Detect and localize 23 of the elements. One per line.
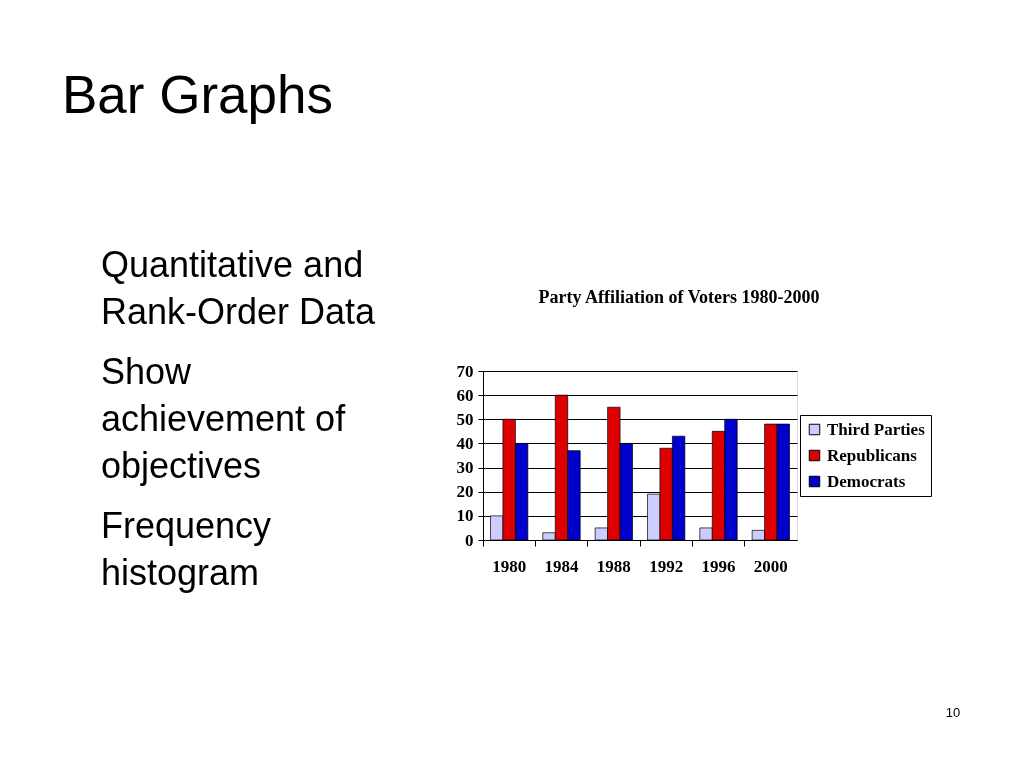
text: Quantitative and Rank-Order Data (101, 244, 377, 332)
y-tick-label: 20 (456, 482, 474, 502)
x-tick-label: 1996 (701, 556, 736, 576)
y-tick-label: 70 (456, 361, 474, 381)
x-tick-label: 1992 (649, 556, 684, 576)
legend-label: Democrats (827, 471, 906, 491)
chart-title: Party Affiliation of Voters 1980-2000 (538, 287, 820, 307)
y-tick-label: 40 (456, 433, 474, 453)
x-tick-label: 1988 (596, 556, 631, 576)
legend-label: Third Parties (827, 419, 926, 439)
x-tick-label: 2000 (753, 556, 788, 576)
y-tick-label: 0 (465, 530, 474, 550)
text: Frequency histogram (101, 505, 272, 593)
y-tick-label: 10 (456, 506, 474, 526)
text: Show achievement of objectives (101, 351, 347, 486)
text: Bar Graphs (62, 65, 334, 124)
y-tick-label: 60 (456, 385, 474, 405)
x-tick-label: 1980 (492, 556, 527, 576)
y-tick-label: 50 (456, 409, 474, 429)
legend-label: Republicans (827, 445, 918, 465)
text: 10 (945, 705, 961, 720)
y-tick-label: 30 (456, 458, 474, 478)
x-tick-label: 1984 (544, 556, 579, 576)
